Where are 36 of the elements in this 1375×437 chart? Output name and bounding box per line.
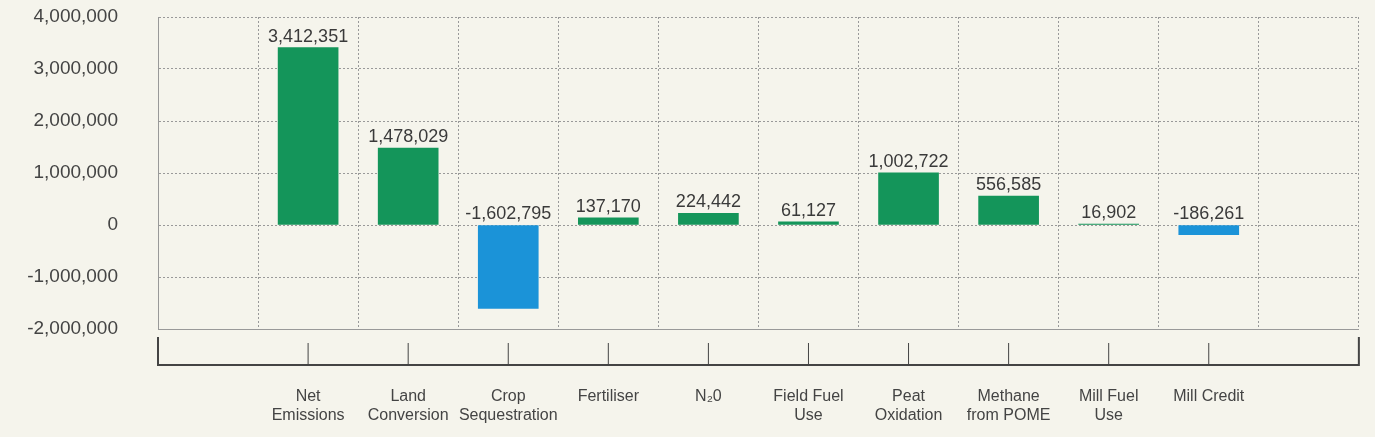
- y-tick-label: 1,000,000: [33, 161, 118, 183]
- x-tick-label: Land Conversion: [367, 387, 449, 424]
- bar: [778, 221, 839, 225]
- x-tick-label: Mill Fuel Use: [1078, 387, 1139, 424]
- data-label: 556,585: [976, 174, 1042, 195]
- x-tick-label: N₂0: [695, 387, 722, 405]
- y-tick-label: 2,000,000: [33, 109, 118, 131]
- bar: [878, 172, 939, 225]
- bar: [578, 217, 639, 225]
- bar: [978, 195, 1039, 225]
- x-tick-label: Crop Sequestration: [458, 387, 558, 424]
- data-label: 16,902: [1081, 202, 1137, 223]
- x-tick-label: Peat Oxidation: [874, 387, 943, 424]
- bar: [1178, 225, 1240, 236]
- bar: [377, 147, 439, 225]
- y-tick-label: -1,000,000: [27, 265, 118, 287]
- bar: [277, 47, 339, 225]
- x-tick-label: Net Emissions: [271, 387, 345, 424]
- bar: [477, 225, 539, 309]
- y-tick-label: 3,000,000: [33, 57, 118, 79]
- bar: [678, 213, 739, 225]
- x-tick-label: Field Fuel Use: [773, 387, 844, 424]
- data-label: 3,412,351: [268, 25, 349, 46]
- data-label: -1,602,795: [465, 203, 552, 224]
- data-label: 1,002,722: [868, 150, 949, 171]
- x-tick-label: Methane from POME: [966, 387, 1051, 424]
- x-tick-label: Fertiliser: [577, 387, 640, 405]
- y-tick-label: 0: [107, 213, 118, 235]
- data-label: 224,442: [675, 191, 741, 212]
- x-tick-label: Mill Credit: [1173, 387, 1245, 405]
- data-label: 1,478,029: [368, 126, 449, 147]
- y-tick-label: 4,000,000: [33, 5, 118, 27]
- y-tick-label: -2,000,000: [27, 317, 118, 339]
- data-label: 61,127: [780, 199, 836, 220]
- data-label: 137,170: [575, 195, 641, 216]
- data-label: -186,261: [1173, 203, 1245, 224]
